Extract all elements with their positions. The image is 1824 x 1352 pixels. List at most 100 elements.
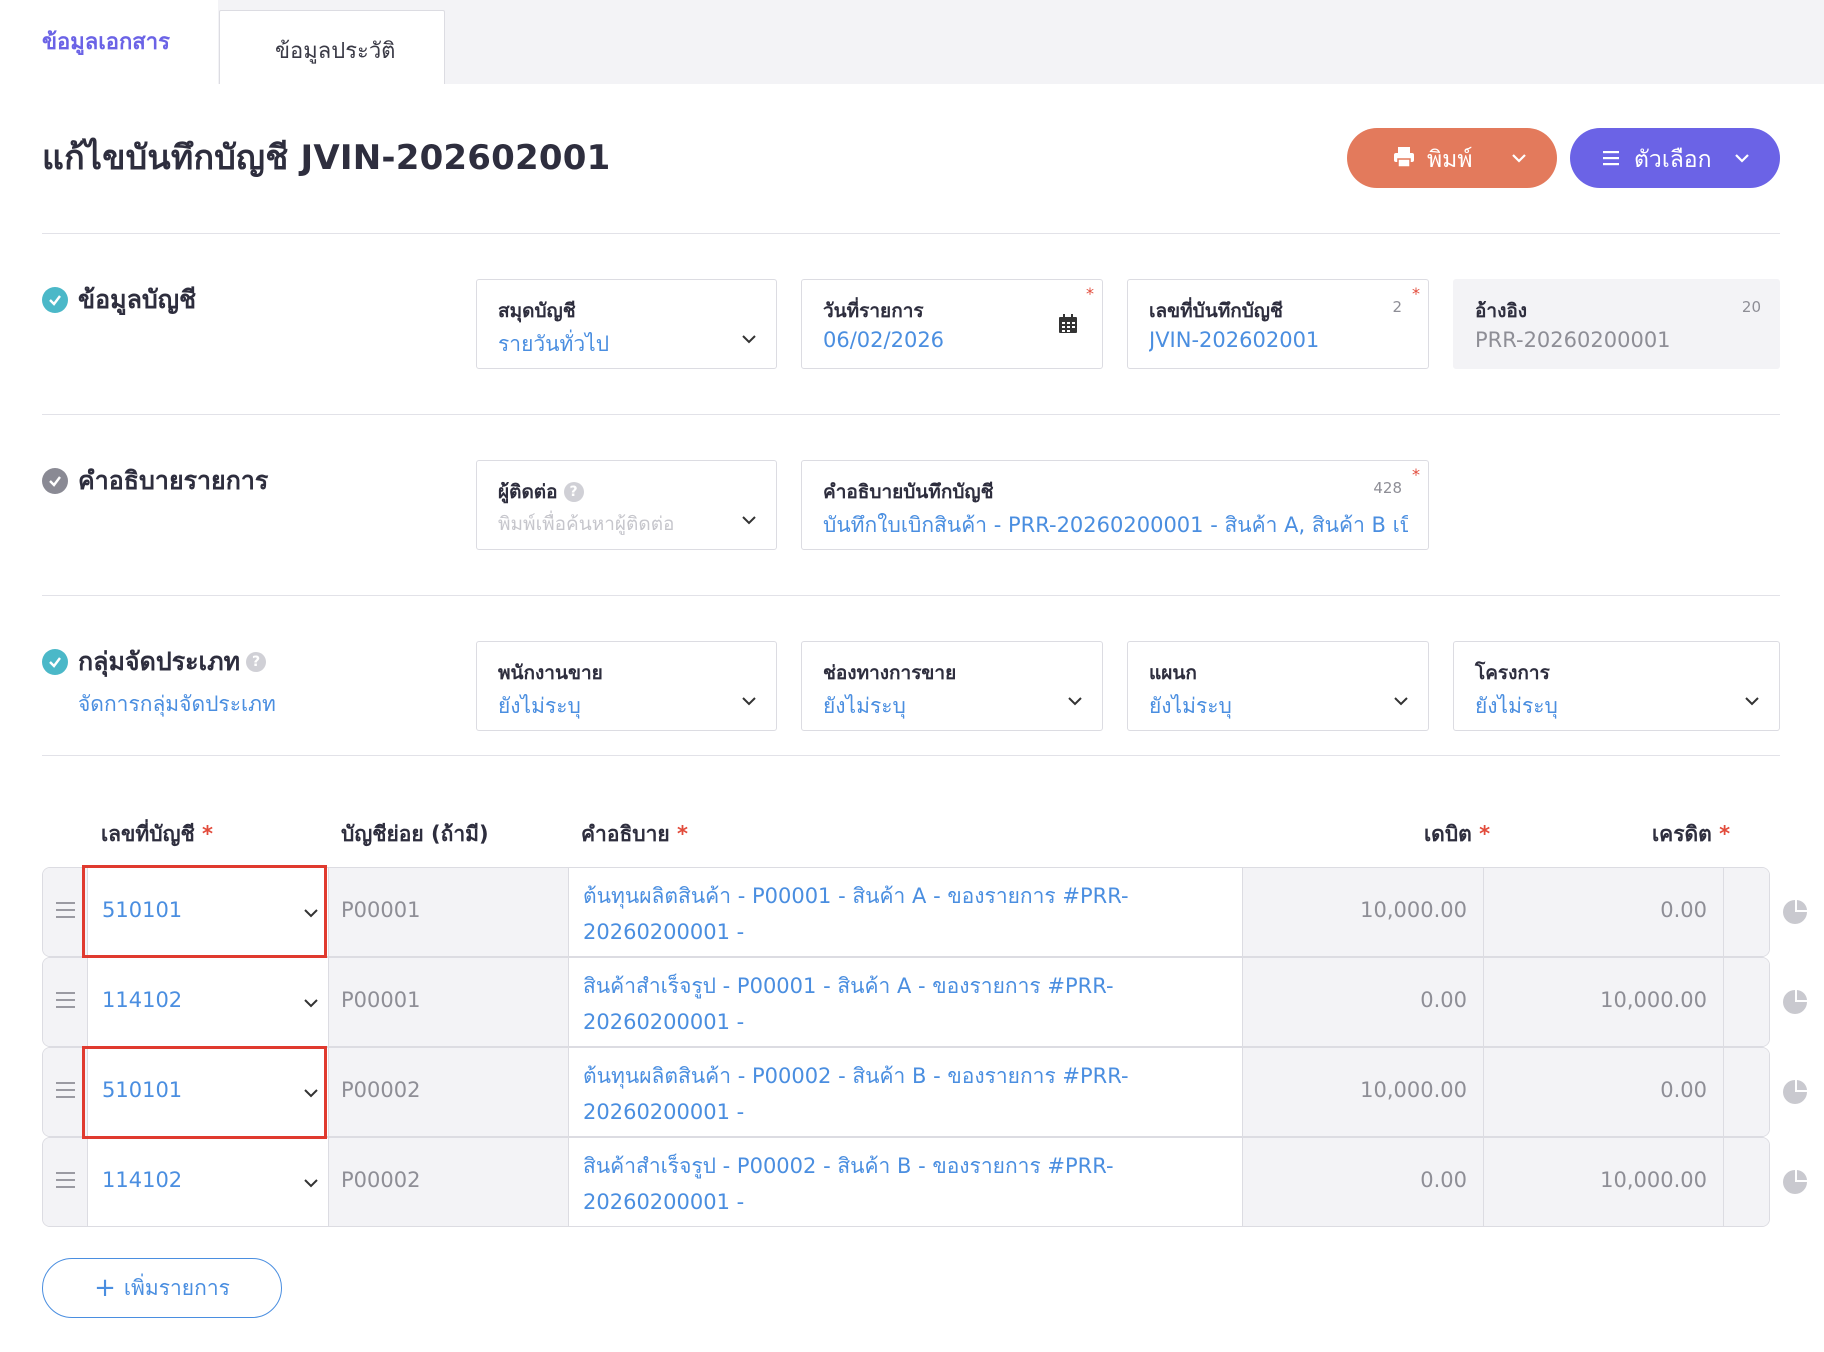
- print-button[interactable]: พิมพ์: [1347, 128, 1557, 188]
- department-label: แผนก: [1149, 662, 1197, 684]
- table-row: 114102 P00001 สินค้าสำเร็จรูป - P00001 -…: [42, 957, 1770, 1047]
- row-end-cell: [1724, 1048, 1769, 1136]
- help-icon[interactable]: ?: [563, 482, 584, 502]
- chevron-down-icon: [742, 335, 756, 344]
- book-label: สมุดบัญชี: [498, 300, 576, 322]
- chevron-down-icon: [1394, 697, 1408, 706]
- section-account-title: ข้อมูลบัญชี: [78, 285, 197, 314]
- add-row-label: เพิ่มรายการ: [123, 1275, 230, 1300]
- table-row: 510101 P00001 ต้นทุนผลิตสินค้า - P00001 …: [42, 867, 1770, 957]
- debit-value: 10,000.00: [1360, 898, 1467, 922]
- allocation-pie-icon[interactable]: [1782, 1079, 1808, 1105]
- project-label: โครงการ: [1475, 662, 1550, 684]
- description-input[interactable]: ต้นทุนผลิตสินค้า - P00002 - สินค้า B - ข…: [569, 1048, 1243, 1136]
- chevron-down-icon: [304, 1179, 318, 1188]
- sub-account-value: P00001: [341, 988, 421, 1012]
- credit-input[interactable]: 10,000.00: [1484, 958, 1724, 1046]
- check-circle-icon: [42, 287, 68, 313]
- description-input[interactable]: ต้นทุนผลิตสินค้า - P00001 - สินค้า A - ข…: [569, 868, 1243, 956]
- drag-handle-icon[interactable]: [43, 1048, 88, 1136]
- doc-number-label: เลขที่บันทึกบัญชี: [1149, 300, 1283, 322]
- channel-value: ยังไม่ระบุ: [823, 694, 906, 718]
- doc-number-value: JVIN-202602001: [1149, 328, 1320, 352]
- section-classification-header: กลุ่มจัดประเภท ?: [42, 642, 267, 682]
- sub-account-value: P00001: [341, 898, 421, 922]
- department-select[interactable]: แผนก ยังไม่ระบุ: [1127, 641, 1429, 731]
- account-select[interactable]: 510101: [88, 868, 329, 956]
- account-select[interactable]: 114102: [88, 958, 329, 1046]
- chevron-down-icon: [304, 1089, 318, 1098]
- required-marker: *: [1479, 822, 1491, 846]
- row-end-cell: [1724, 868, 1769, 956]
- sub-account-value: P00002: [341, 1078, 421, 1102]
- drag-handle-icon[interactable]: [43, 958, 88, 1046]
- manage-groups-link[interactable]: จัดการกลุ่มจัดประเภท: [78, 692, 276, 716]
- doc-number-field[interactable]: * 2 เลขที่บันทึกบัญชี JVIN-202602001: [1127, 279, 1429, 369]
- chevron-down-icon: [1745, 697, 1759, 706]
- char-count: 2: [1392, 298, 1402, 316]
- required-marker: *: [1412, 465, 1420, 484]
- row-end-cell: [1724, 1138, 1769, 1226]
- allocation-pie-icon[interactable]: [1782, 899, 1808, 925]
- divider: [42, 414, 1780, 415]
- date-field[interactable]: * วันที่รายการ 06/02/2026: [801, 279, 1103, 369]
- account-select[interactable]: 510101: [88, 1048, 329, 1136]
- book-value: รายวันทั่วไป: [498, 332, 610, 356]
- required-marker: *: [1412, 284, 1420, 303]
- drag-handle-icon[interactable]: [43, 868, 88, 956]
- memo-field[interactable]: * 428 คำอธิบายบันทึกบัญชี บันทึกใบเบิกสิ…: [801, 460, 1429, 550]
- sub-account-cell[interactable]: P00001: [329, 958, 569, 1046]
- section-classification-title: กลุ่มจัดประเภท: [78, 647, 241, 676]
- tab-bar: ข้อมูลเอกสาร ข้อมูลประวัติ: [0, 0, 1824, 84]
- required-marker: *: [1086, 284, 1094, 303]
- description-value: สินค้าสำเร็จรูป - P00001 - สินค้า A - ขอ…: [583, 974, 1114, 1034]
- char-count: 20: [1741, 298, 1761, 316]
- header-account-text: เลขที่บัญชี: [101, 822, 195, 846]
- debit-input[interactable]: 10,000.00: [1243, 1048, 1484, 1136]
- salesperson-value: ยังไม่ระบุ: [498, 694, 581, 718]
- description-input[interactable]: สินค้าสำเร็จรูป - P00002 - สินค้า B - ขอ…: [569, 1138, 1243, 1226]
- divider: [42, 595, 1780, 596]
- salesperson-select[interactable]: พนักงานขาย ยังไม่ระบุ: [476, 641, 777, 731]
- debit-value: 0.00: [1420, 988, 1467, 1012]
- contact-placeholder: พิมพ์เพื่อค้นหาผู้ติดต่อ: [498, 513, 675, 535]
- book-select[interactable]: สมุดบัญชี รายวันทั่วไป: [476, 279, 777, 369]
- drag-handle-icon[interactable]: [43, 1138, 88, 1226]
- header-sub-account: บัญชีย่อย (ถ้ามี): [341, 822, 489, 846]
- account-select[interactable]: 114102: [88, 1138, 329, 1226]
- chevron-down-icon: [742, 697, 756, 706]
- sub-account-cell[interactable]: P00002: [329, 1048, 569, 1136]
- char-count: 428: [1373, 479, 1402, 497]
- divider: [42, 233, 1780, 234]
- menu-icon: [1603, 151, 1619, 166]
- sub-account-cell[interactable]: P00002: [329, 1138, 569, 1226]
- description-input[interactable]: สินค้าสำเร็จรูป - P00001 - สินค้า A - ขอ…: [569, 958, 1243, 1046]
- check-circle-icon: [42, 649, 68, 675]
- debit-input[interactable]: 0.00: [1243, 958, 1484, 1046]
- sub-account-value: P00002: [341, 1168, 421, 1192]
- project-select[interactable]: โครงการ ยังไม่ระบุ: [1453, 641, 1780, 731]
- allocation-pie-icon[interactable]: [1782, 1169, 1808, 1195]
- required-marker: *: [677, 822, 688, 846]
- debit-input[interactable]: 0.00: [1243, 1138, 1484, 1226]
- page-title: แก้ไขบันทึกบัญชี JVIN-202602001: [42, 138, 611, 178]
- sub-account-cell[interactable]: P00001: [329, 868, 569, 956]
- channel-select[interactable]: ช่องทางการขาย ยังไม่ระบุ: [801, 641, 1103, 731]
- department-value: ยังไม่ระบุ: [1149, 694, 1232, 718]
- add-row-button[interactable]: + เพิ่มรายการ: [42, 1258, 282, 1318]
- date-value: 06/02/2026: [823, 328, 945, 352]
- tab-document-info[interactable]: ข้อมูลเอกสาร: [0, 0, 218, 84]
- credit-input[interactable]: 0.00: [1484, 1048, 1724, 1136]
- debit-input[interactable]: 10,000.00: [1243, 868, 1484, 956]
- allocation-pie-icon[interactable]: [1782, 989, 1808, 1015]
- contact-select[interactable]: ผู้ติดต่อ ? พิมพ์เพื่อค้นหาผู้ติดต่อ: [476, 460, 777, 550]
- row-end-cell: [1724, 958, 1769, 1046]
- credit-input[interactable]: 10,000.00: [1484, 1138, 1724, 1226]
- required-marker: *: [1719, 822, 1731, 846]
- tab-history-info[interactable]: ข้อมูลประวัติ: [219, 10, 445, 84]
- credit-input[interactable]: 0.00: [1484, 868, 1724, 956]
- options-button[interactable]: ตัวเลือก: [1570, 128, 1780, 188]
- help-icon[interactable]: ?: [246, 652, 267, 672]
- calendar-icon[interactable]: [1058, 314, 1078, 334]
- account-value: 114102: [102, 988, 183, 1012]
